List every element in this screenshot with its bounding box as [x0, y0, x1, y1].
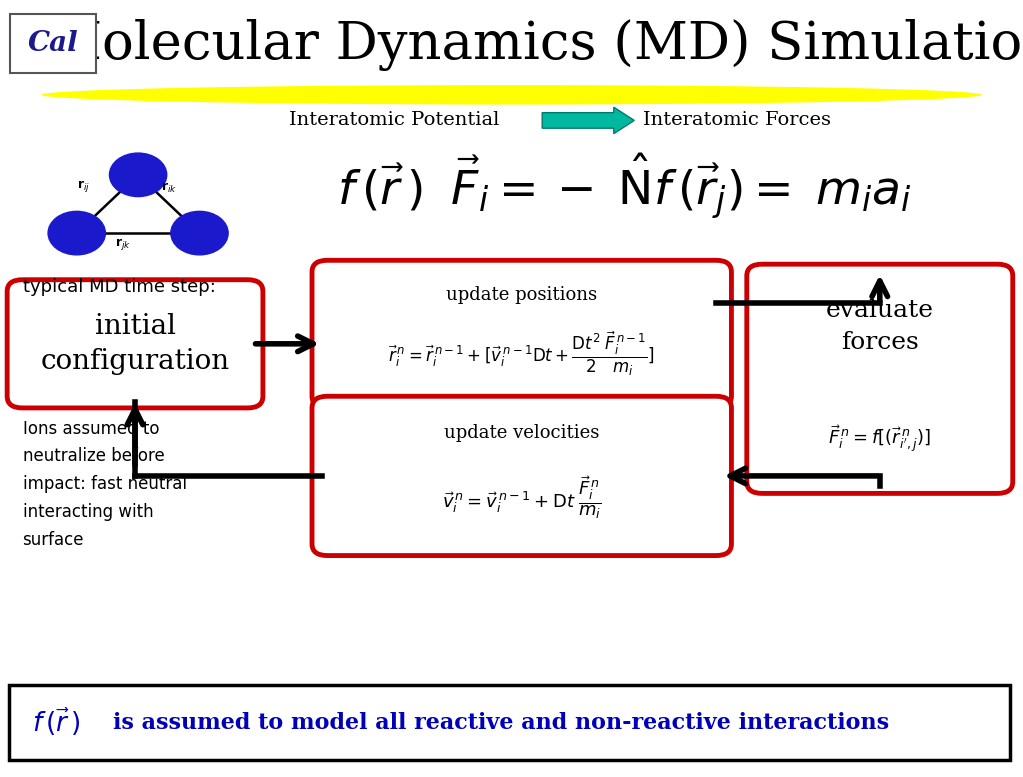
Text: typical MD time step:: typical MD time step: [23, 278, 216, 297]
Text: Interatomic Potential: Interatomic Potential [288, 111, 499, 130]
Circle shape [171, 211, 228, 255]
FancyBboxPatch shape [747, 264, 1013, 493]
Text: $f\,(\vec{r}\,)$: $f\,(\vec{r}\,)$ [32, 707, 81, 738]
FancyBboxPatch shape [9, 685, 1010, 760]
Text: evaluate
forces: evaluate forces [826, 299, 934, 354]
Circle shape [48, 211, 105, 255]
Text: $\mathbf{r}_{ij}$: $\mathbf{r}_{ij}$ [78, 179, 90, 194]
Polygon shape [542, 107, 634, 134]
Text: update positions: update positions [446, 286, 597, 305]
FancyBboxPatch shape [10, 14, 96, 73]
FancyBboxPatch shape [312, 396, 731, 556]
Ellipse shape [41, 85, 982, 104]
Text: $f\,(\vec{r}\,)$$\;\;\vec{F}_i = -\;\mathrm{\hat{N}}f\,(\vec{r}_j) =\; m_i a_i$: $f\,(\vec{r}\,)$$\;\;\vec{F}_i = -\;\mat… [337, 152, 911, 221]
Text: $\vec{r}_i^{\,n} = \vec{r}_i^{\,n-1} + [\vec{v}_i^{\,n-1}\mathrm{D}t + \dfrac{\m: $\vec{r}_i^{\,n} = \vec{r}_i^{\,n-1} + [… [388, 329, 656, 378]
Text: $\mathbf{r}_{ik}$: $\mathbf{r}_{ik}$ [161, 181, 177, 195]
Text: $\vec{v}_i^{\,n} = \vec{v}_i^{\,n-1} + \mathrm{D}t\;\dfrac{\vec{F}_i^{\,n}}{m_i}: $\vec{v}_i^{\,n} = \vec{v}_i^{\,n-1} + \… [442, 474, 602, 521]
FancyBboxPatch shape [312, 260, 731, 408]
Text: update velocities: update velocities [444, 423, 599, 442]
Text: is assumed to model all reactive and non-reactive interactions: is assumed to model all reactive and non… [113, 712, 889, 733]
Text: $\mathbf{r}_{jk}$: $\mathbf{r}_{jk}$ [115, 236, 131, 252]
FancyBboxPatch shape [7, 280, 263, 408]
Text: $\vec{F}_i^{\,n} = f[(\vec{r}_{i^\prime,j}^{\,n})]$: $\vec{F}_i^{\,n} = f[(\vec{r}_{i^\prime,… [828, 423, 932, 455]
Circle shape [109, 153, 167, 197]
Text: Molecular Dynamics (MD) Simulation: Molecular Dynamics (MD) Simulation [48, 19, 1023, 71]
Text: Ions assumed to
neutralize before
impact: fast neutral
interacting with
surface: Ions assumed to neutralize before impact… [23, 420, 186, 549]
Text: initial
configuration: initial configuration [41, 312, 229, 375]
Text: Cal: Cal [28, 30, 79, 57]
Text: Interatomic Forces: Interatomic Forces [642, 111, 831, 130]
